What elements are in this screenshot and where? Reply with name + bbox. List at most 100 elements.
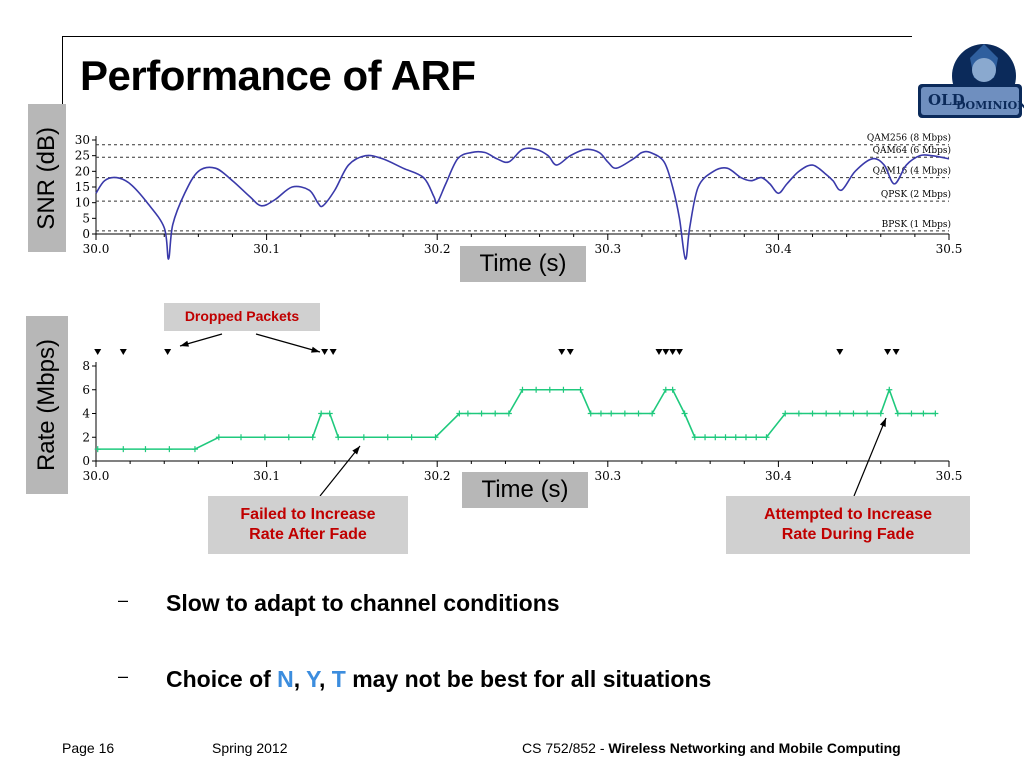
rate-point — [920, 410, 927, 417]
rate-point — [120, 446, 127, 453]
rate-point — [94, 446, 101, 453]
footer-course-prefix: CS 752/852 - — [522, 740, 609, 756]
snr-series-line — [95, 147, 950, 260]
rate-series-line — [97, 387, 936, 450]
rate-point — [722, 434, 729, 441]
failed-increase-callout: Failed to Increase Rate After Fade — [208, 496, 408, 554]
time-label-top: Time (s) — [460, 246, 586, 282]
rate-point — [432, 434, 439, 441]
rate-point — [597, 410, 604, 417]
rate-point — [753, 434, 760, 441]
rate-point — [864, 410, 871, 417]
bullet-1-dash: – — [118, 590, 129, 610]
rate-point — [261, 434, 268, 441]
rate-dropped-packet-marker — [321, 349, 329, 355]
rate-point — [877, 410, 884, 417]
rate-point — [823, 410, 830, 417]
rate-point — [635, 410, 642, 417]
rate-dropped-packet-marker — [675, 349, 683, 355]
rate-dropped-packet-marker — [892, 349, 900, 355]
rate-point — [681, 410, 688, 417]
failed-increase-arrow-head — [352, 446, 360, 455]
rate-dropped-packet-marker — [836, 349, 844, 355]
snr-y-tick-label: 20 — [75, 164, 90, 178]
dropped-packets-callout: Dropped Packets — [164, 303, 320, 331]
attempted-increase-arrow-head — [879, 418, 886, 427]
bullet-2-comma1: , — [293, 666, 307, 692]
param-t: T — [331, 666, 346, 692]
rate-point — [809, 410, 816, 417]
snr-x-tick-label: 30.5 — [936, 242, 963, 256]
rate-y-tick-label: 2 — [82, 430, 90, 444]
footer-term: Spring 2012 — [212, 740, 288, 756]
rate-point — [621, 410, 628, 417]
rate-point — [669, 386, 676, 393]
snr-y-tick-label: 25 — [75, 149, 90, 163]
dropped-arrow-right-head — [311, 346, 320, 353]
rate-point — [546, 386, 553, 393]
rate-point — [850, 410, 857, 417]
rate-point — [142, 446, 149, 453]
footer-course-name: Wireless Networking and Mobile Computing — [608, 740, 901, 756]
rate-point — [732, 434, 739, 441]
rate-point — [326, 410, 333, 417]
param-y: Y — [306, 666, 319, 692]
time-label-top-text: Time (s) — [479, 250, 567, 277]
rate-point — [360, 434, 367, 441]
rate-point — [519, 386, 526, 393]
snr-y-tick-label: 0 — [82, 227, 90, 241]
snr-threshold-label: QAM256 (8 Mbps) — [867, 133, 951, 144]
bullet-2-pre: Choice of — [166, 666, 278, 692]
footer-page: Page 16 — [62, 740, 115, 756]
rate-dropped-packet-marker — [164, 349, 172, 355]
rate-point — [782, 410, 789, 417]
param-n: N — [277, 666, 294, 692]
snr-axis-label-text: SNR (dB) — [33, 126, 60, 230]
rate-point — [238, 434, 245, 441]
rate-dropped-packet-marker — [669, 349, 677, 355]
rate-x-tick-label: 30.2 — [424, 469, 451, 483]
rate-point — [166, 446, 173, 453]
rate-point — [408, 434, 415, 441]
rate-point — [478, 410, 485, 417]
rate-dropped-packet-marker — [94, 349, 102, 355]
rate-dropped-packet-marker — [119, 349, 127, 355]
snr-x-tick-label: 30.0 — [83, 242, 110, 256]
rate-point — [560, 386, 567, 393]
rate-x-tick-label: 30.3 — [594, 469, 621, 483]
rate-point — [836, 410, 843, 417]
rate-x-tick-label: 30.4 — [765, 469, 792, 483]
bullet-2-post: may not be best for all situations — [345, 666, 712, 692]
university-logo: OLD DOMINION — [918, 44, 1024, 118]
rate-dropped-packet-marker — [884, 349, 892, 355]
rate-point — [505, 410, 512, 417]
snr-x-tick-label: 30.4 — [765, 242, 792, 256]
rate-dropped-packet-marker — [558, 349, 566, 355]
rate-x-tick-label: 30.0 — [83, 469, 110, 483]
failed-increase-arrow — [319, 445, 361, 497]
failed-increase-line1: Failed to Increase — [240, 506, 376, 523]
snr-y-tick-label: 30 — [75, 133, 90, 147]
rate-dropped-packet-marker — [566, 349, 574, 355]
rate-point — [533, 386, 540, 393]
snr-y-tick-label: 15 — [75, 180, 90, 194]
rate-point — [587, 410, 594, 417]
rate-point — [215, 434, 222, 441]
rate-y-tick-label: 0 — [82, 454, 90, 468]
time-label-bottom: Time (s) — [462, 472, 588, 508]
rate-point — [335, 434, 342, 441]
snr-x-tick-label: 30.3 — [594, 242, 621, 256]
rate-point — [649, 410, 656, 417]
rate-point — [309, 434, 316, 441]
attempted-increase-arrow — [853, 417, 887, 497]
rate-point — [318, 410, 325, 417]
footer-course: CS 752/852 - Wireless Networking and Mob… — [522, 740, 901, 756]
snr-threshold-label: BPSK (1 Mbps) — [882, 219, 951, 230]
rate-point — [608, 410, 615, 417]
snr-threshold-label: QAM16 (4 Mbps) — [873, 166, 951, 177]
rate-point — [702, 434, 709, 441]
dropped-arrow-right — [255, 333, 321, 353]
snr-y-tick-label: 10 — [75, 196, 90, 210]
rate-dropped-packet-marker — [329, 349, 337, 355]
